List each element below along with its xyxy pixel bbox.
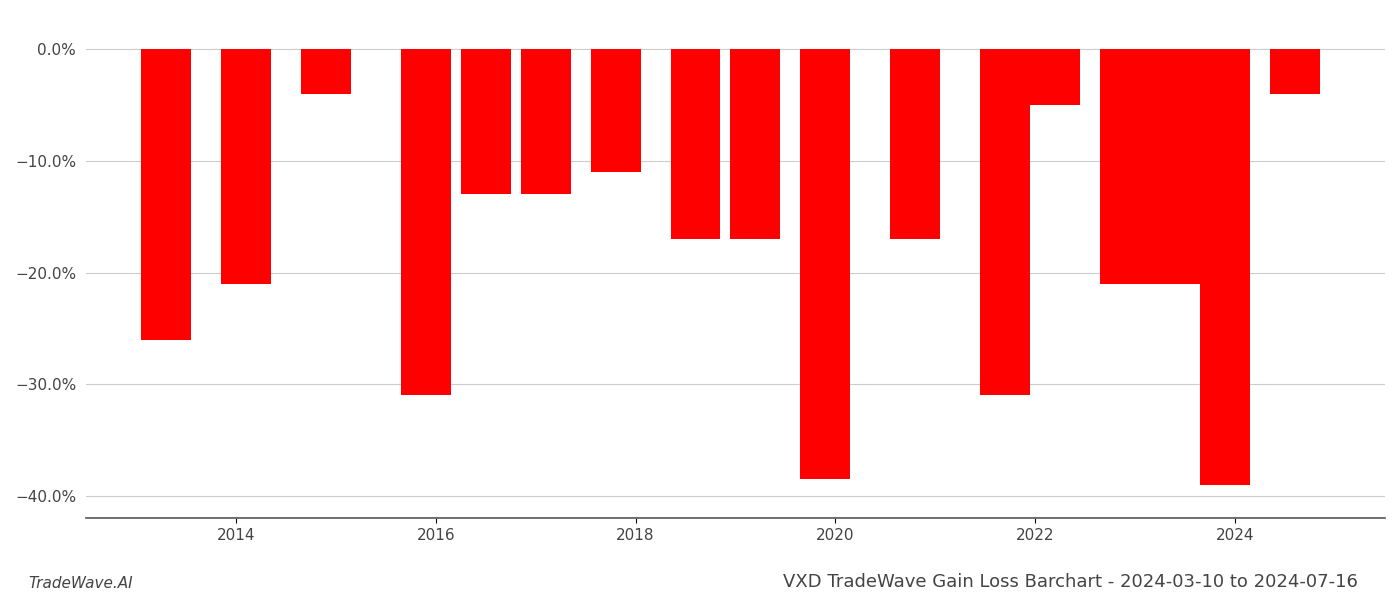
Bar	[301, 49, 351, 94]
Bar	[731, 49, 780, 239]
Bar	[1030, 49, 1081, 105]
Bar	[141, 49, 190, 340]
Bar	[1151, 49, 1200, 284]
Bar	[1100, 49, 1151, 284]
Bar	[221, 49, 270, 284]
Bar	[1200, 49, 1250, 485]
Bar	[591, 49, 641, 172]
Text: TradeWave.AI: TradeWave.AI	[28, 576, 133, 591]
Bar	[400, 49, 451, 395]
Bar	[461, 49, 511, 194]
Bar	[980, 49, 1030, 395]
Bar	[1270, 49, 1320, 94]
Bar	[801, 49, 850, 479]
Bar	[521, 49, 571, 194]
Text: VXD TradeWave Gain Loss Barchart - 2024-03-10 to 2024-07-16: VXD TradeWave Gain Loss Barchart - 2024-…	[783, 573, 1358, 591]
Bar	[890, 49, 941, 239]
Bar	[671, 49, 721, 239]
